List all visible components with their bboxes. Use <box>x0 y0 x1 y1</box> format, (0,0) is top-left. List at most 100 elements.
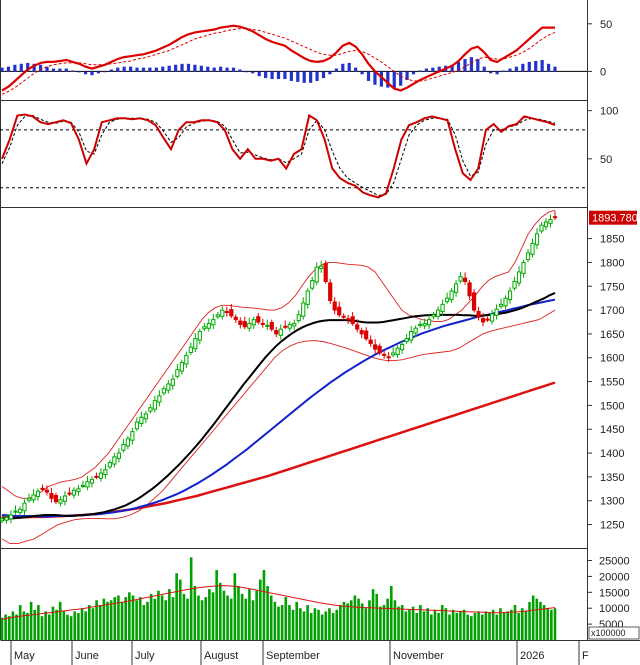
macd-histogram-bar <box>77 71 81 73</box>
volume-bar <box>513 605 517 640</box>
candle-body <box>247 322 252 329</box>
macd-histogram-bar <box>83 71 88 75</box>
volume-bar <box>499 608 502 640</box>
candle-body <box>337 306 342 316</box>
candle-body <box>341 315 346 318</box>
candle-body <box>13 510 18 513</box>
candle-body <box>404 338 409 343</box>
macd-histogram-bar <box>270 71 274 80</box>
macd-histogram-bar <box>122 66 126 72</box>
candle-body <box>58 499 63 504</box>
volume-bar <box>524 611 528 640</box>
candle-body <box>134 421 139 430</box>
candle-body <box>498 303 504 307</box>
volume-bar <box>531 595 535 640</box>
volume-bar <box>229 598 233 640</box>
candle-body <box>166 383 171 391</box>
candle-body <box>480 318 486 323</box>
volume-bar <box>328 608 331 640</box>
candle-body <box>444 297 450 303</box>
volume-bar <box>91 608 95 640</box>
volume-bar <box>520 608 524 640</box>
candle-body <box>453 283 459 293</box>
volume-bar <box>306 605 309 640</box>
x-month-label: November <box>393 650 444 662</box>
candle-body <box>4 516 9 521</box>
candle-body <box>143 413 148 420</box>
volume-bar <box>550 609 553 640</box>
macd-histogram-bar <box>90 71 94 76</box>
volume-bar <box>411 606 415 640</box>
volume-bar <box>11 611 15 640</box>
macd-histogram-bar <box>26 62 30 72</box>
candle-body <box>418 323 423 326</box>
volume-bar <box>295 601 298 640</box>
candle-body <box>206 322 211 329</box>
stoch-tick-label: 100 <box>600 106 618 118</box>
volume-bar <box>7 616 11 640</box>
stoch-k-line <box>1 113 556 199</box>
candle-body <box>8 514 14 520</box>
volume-tick-label: 20000 <box>599 571 630 583</box>
volume-bar <box>164 600 168 640</box>
candle-body <box>319 265 324 270</box>
candle-body <box>368 339 373 344</box>
volume-bar <box>77 612 80 640</box>
volume-bar <box>160 595 164 640</box>
candle-body <box>274 330 279 335</box>
volume-bar <box>357 598 360 640</box>
macd-histogram-bar <box>411 71 416 75</box>
volume-bar <box>131 595 135 640</box>
volume-bar <box>240 593 244 640</box>
candle-body <box>103 469 108 476</box>
candle-body <box>98 472 104 479</box>
macd-histogram-bar <box>476 59 480 72</box>
candle-body <box>296 314 301 322</box>
macd-histogram-bar <box>302 71 306 83</box>
candle-body <box>22 502 27 512</box>
volume-bar <box>88 605 91 640</box>
macd-histogram-bar <box>116 67 120 72</box>
candle-body <box>489 313 495 322</box>
volume-bar <box>178 579 182 640</box>
macd-histogram-bar <box>489 71 493 74</box>
macd-histogram-bar <box>186 63 191 72</box>
volume-bar <box>451 609 455 640</box>
macd-histogram-bar <box>546 63 551 72</box>
volume-bar <box>142 605 146 640</box>
macd-histogram-bar <box>315 71 319 81</box>
volume-ma-line <box>1 585 556 620</box>
volume-bar <box>98 605 102 640</box>
candle-body <box>49 493 54 499</box>
candle-body <box>530 242 535 255</box>
candle-body <box>80 484 86 487</box>
volume-bar <box>69 616 73 640</box>
candle-body <box>116 452 121 459</box>
price-tick-label: 1250 <box>600 520 624 532</box>
candle-body <box>40 487 45 490</box>
macd-histogram-bar <box>6 66 11 72</box>
volume-bar <box>37 605 40 640</box>
macd-histogram-bar <box>392 71 396 89</box>
volume-bar <box>353 595 357 640</box>
price-tick-label: 1850 <box>600 234 624 246</box>
macd-histogram-bar <box>238 69 242 72</box>
volume-bar <box>389 585 393 640</box>
volume-bar <box>433 609 437 640</box>
candle-body <box>310 280 315 289</box>
price-tick-label: 1650 <box>600 329 624 341</box>
candle-body <box>17 508 23 514</box>
volume-bar <box>22 611 26 640</box>
volume-bar <box>120 601 124 640</box>
volume-bar <box>215 570 218 640</box>
volume-bar <box>400 605 404 640</box>
macd-tick-label: 0 <box>600 66 606 78</box>
volume-bar <box>488 612 491 640</box>
macd-histogram-bar <box>141 67 146 72</box>
macd-line <box>1 24 555 92</box>
volume-bar <box>484 611 488 640</box>
volume-bar <box>528 601 531 640</box>
volume-bar <box>153 598 157 640</box>
candle-body <box>44 489 50 493</box>
